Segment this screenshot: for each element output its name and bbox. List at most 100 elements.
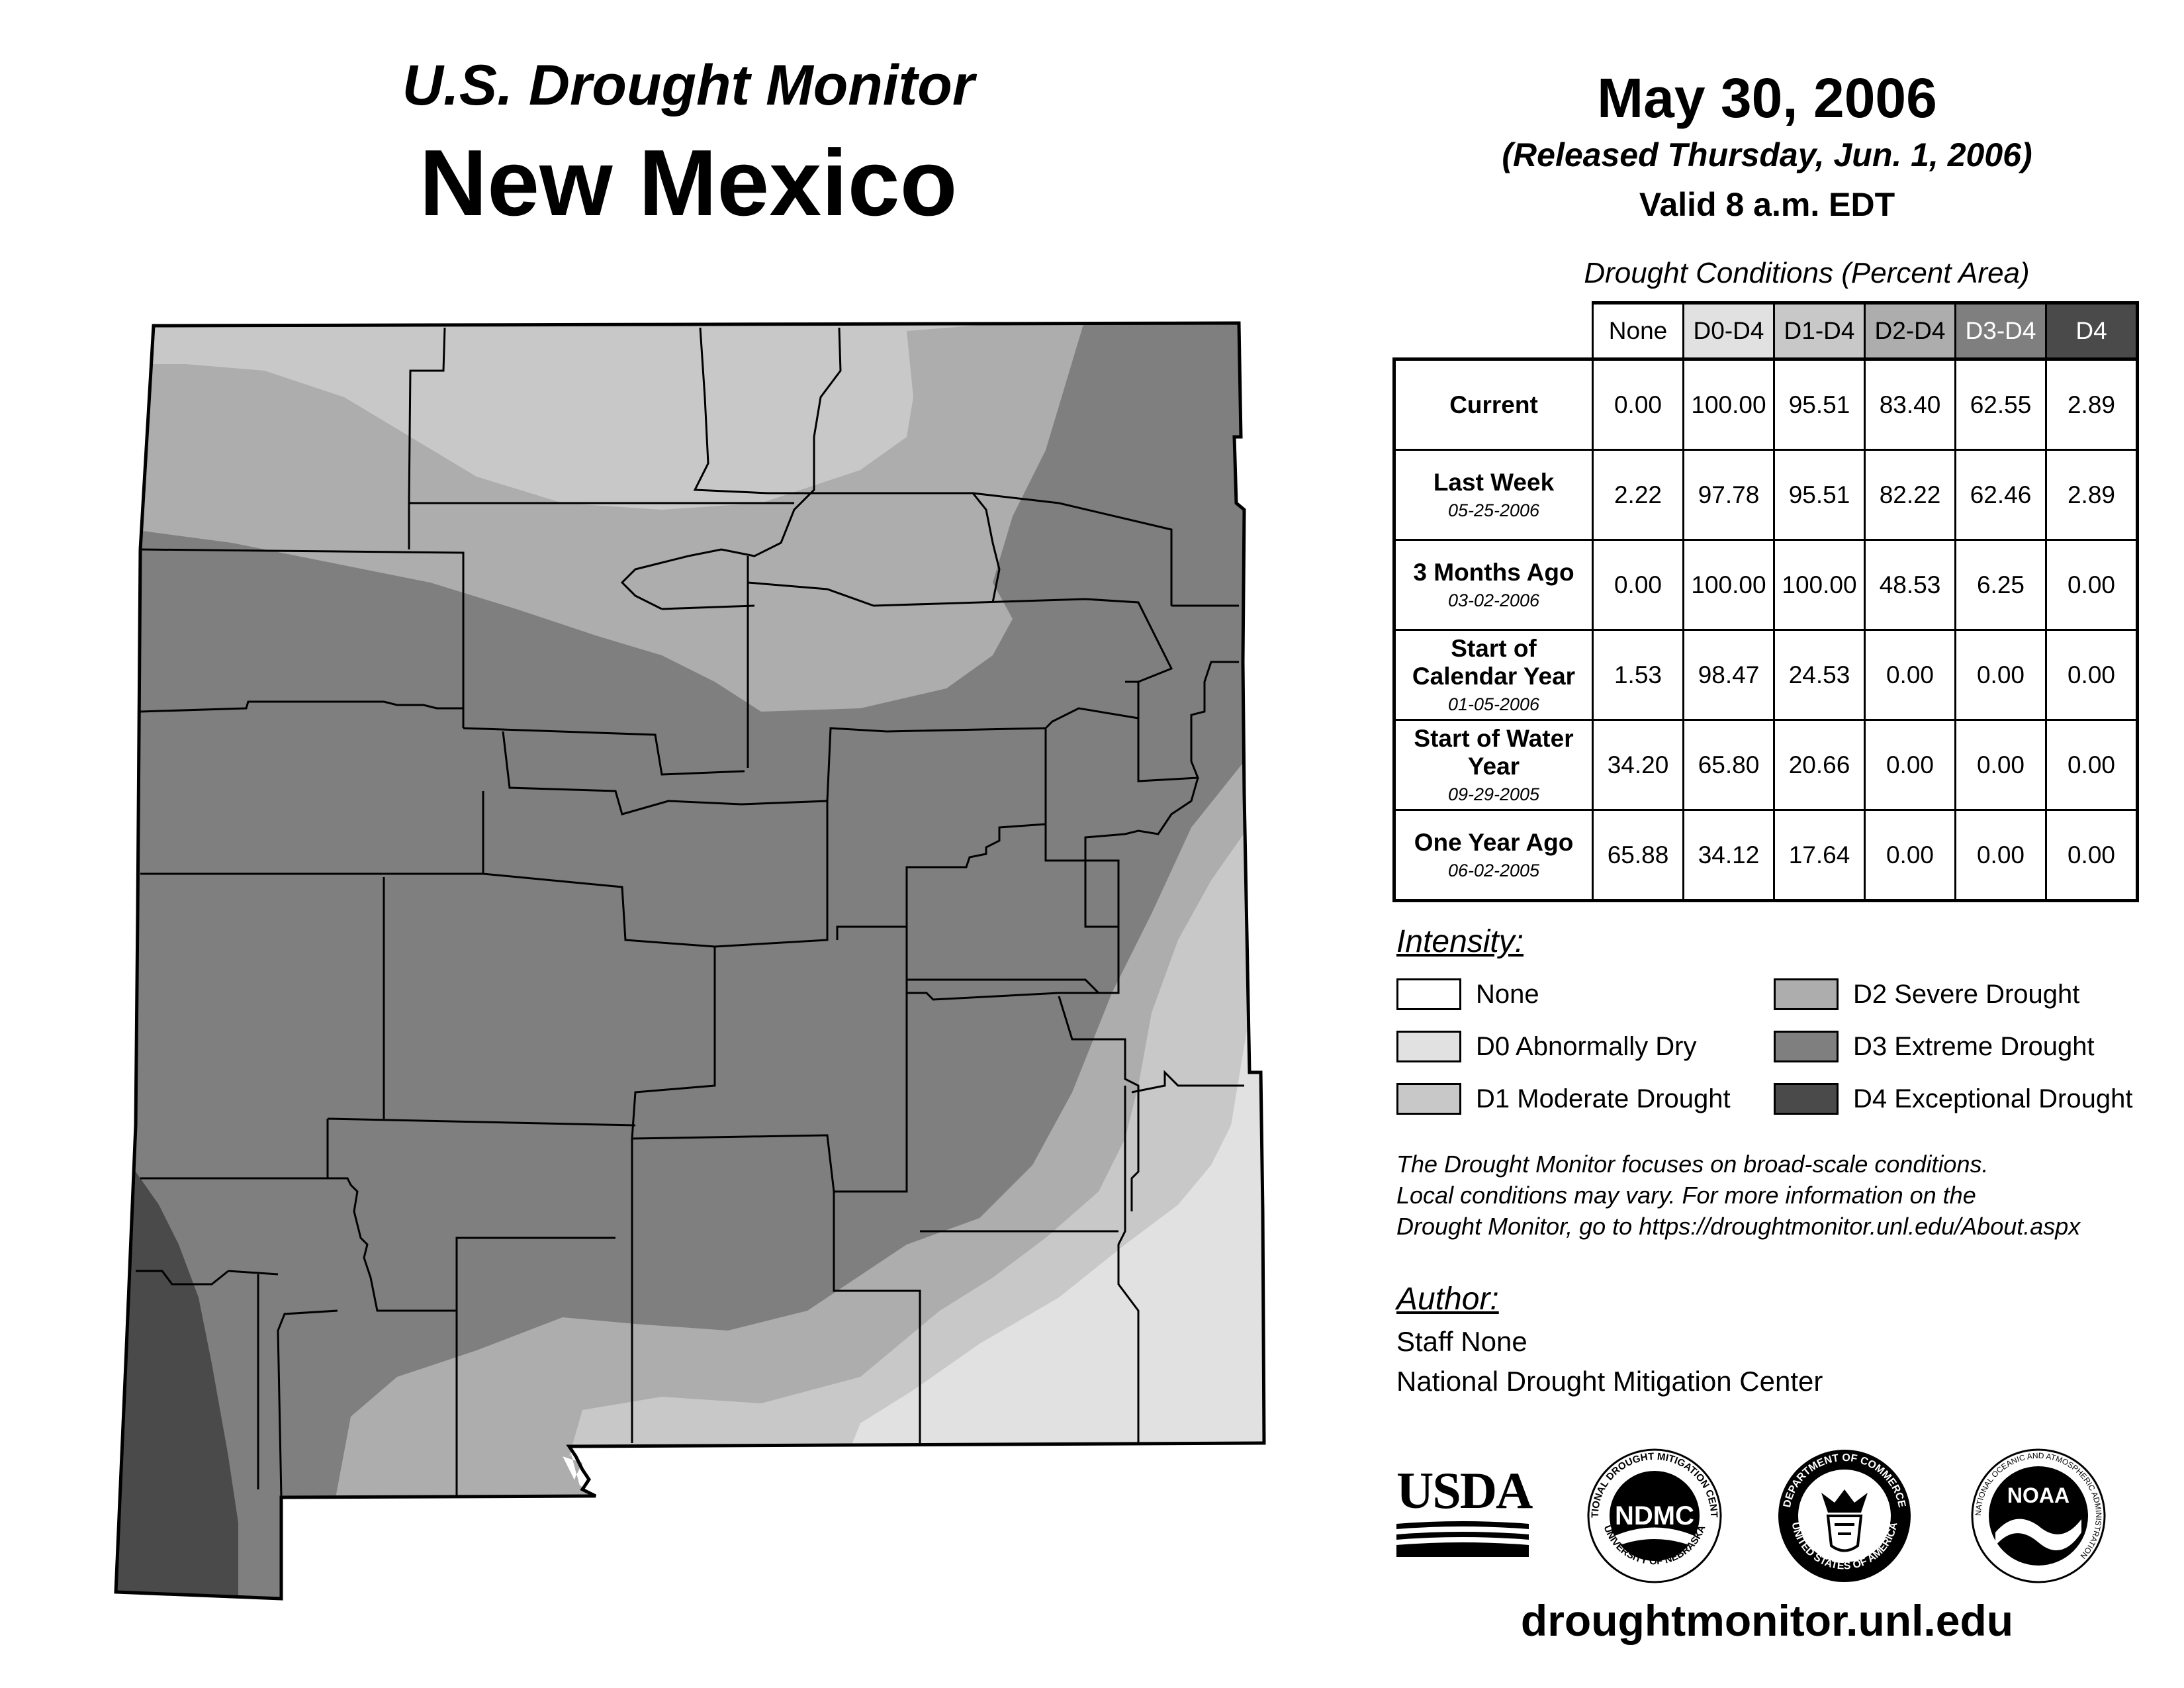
legend-item-none: None — [1396, 977, 1539, 1011]
table-cell: 0.00 — [1592, 539, 1684, 631]
map-date: May 30, 2006 — [1597, 67, 1937, 129]
shield-icon — [1826, 1515, 1863, 1552]
row-label-main: 3 Months Ago — [1413, 559, 1574, 586]
row-label-date: 05-25-2006 — [1447, 500, 1540, 520]
table-row: Last Week 05-25-2006 2.22 97.78 95.51 82.… — [1392, 449, 2139, 541]
table-cell: 62.55 — [1954, 357, 2047, 451]
table-cell: 0.00 — [1864, 719, 1956, 811]
legend-item-d2: D2 Severe Drought — [1774, 977, 2079, 1011]
row-label: 3 Months Ago 03-02-2006 — [1392, 539, 1594, 631]
table-cell: 83.40 — [1864, 357, 1956, 451]
row-label-date: 01-05-2006 — [1447, 694, 1540, 714]
ndmc-acronym: NDMC — [1615, 1501, 1694, 1530]
author-heading: Author: — [1396, 1282, 1499, 1317]
ndmc-seal-icon: NATIONAL DROUGHT MITIGATION CENTER UNIVE… — [1582, 1438, 1722, 1583]
usda-wordmark: USDA — [1396, 1462, 1533, 1519]
row-label-main: Last Week — [1433, 469, 1555, 496]
col-none: None — [1592, 301, 1684, 360]
table-cell: 0.00 — [1954, 629, 2047, 721]
intensity-heading: Intensity: — [1396, 924, 1524, 959]
table-cell: 97.78 — [1682, 449, 1775, 541]
table-cell: 0.00 — [1954, 719, 2047, 811]
row-label: Start of Water Year 09-29-2005 — [1392, 719, 1594, 811]
table-cell: 98.47 — [1682, 629, 1775, 721]
table-cell: 2.22 — [1592, 449, 1684, 541]
table-cell: 0.00 — [1592, 357, 1684, 451]
website-url[interactable]: droughtmonitor.unl.edu — [1520, 1596, 2014, 1645]
table-cell: 0.00 — [1864, 809, 1956, 902]
table-cell: 34.12 — [1682, 809, 1775, 902]
row-label: Last Week 05-25-2006 — [1392, 449, 1594, 541]
table-cell: 65.88 — [1592, 809, 1684, 902]
legend-swatch — [1774, 1083, 1839, 1115]
doc-seal-icon: DEPARTMENT OF COMMERCE UNITED STATES OF … — [1778, 1450, 1911, 1582]
table-cell: 17.64 — [1773, 809, 1866, 902]
table-cell: 62.46 — [1954, 449, 2047, 541]
legend-label: D3 Extreme Drought — [1853, 1031, 2095, 1061]
doc-logo: DEPARTMENT OF COMMERCE UNITED STATES OF … — [1775, 1446, 1914, 1585]
col-d3-d4: D3-D4 — [1954, 301, 2047, 360]
row-label: One Year Ago 06-02-2005 — [1392, 809, 1594, 902]
zone-d3-northeast — [821, 323, 1264, 1278]
zone-d1-north — [116, 323, 1264, 510]
row-label-main: Start of Calendar Year — [1412, 635, 1576, 690]
release-date: (Released Thursday, Jun. 1, 2006) — [1502, 136, 2032, 173]
table-cell: 65.80 — [1682, 719, 1775, 811]
noaa-bird-icon — [1995, 1519, 2081, 1550]
note-line: The Drought Monitor focuses on broad-sca… — [1396, 1150, 1989, 1178]
col-d2-d4: D2-D4 — [1864, 301, 1956, 360]
legend-label: D1 Moderate Drought — [1476, 1084, 1731, 1113]
zone-d4-southwest — [116, 1152, 238, 1599]
row-label-main: One Year Ago — [1414, 829, 1574, 856]
disclaimer-note: The Drought Monitor focuses on broad-sca… — [1396, 1149, 2177, 1242]
county-boundaries — [136, 327, 1244, 1498]
row-label-main: Start of Water Year — [1414, 725, 1574, 780]
drought-conditions-table: None D0-D4 D1-D4 D2-D4 D3-D4 D4 Current … — [1392, 301, 2139, 902]
noaa-logo: NATIONAL OCEANIC AND ATMOSPHERIC ADMINIS… — [1969, 1446, 2108, 1585]
valid-time: Valid 8 a.m. EDT — [1639, 186, 1895, 223]
table-row: Start of Calendar Year 01-05-2006 1.53 98… — [1392, 629, 2139, 721]
state-title: New Mexico — [419, 130, 958, 236]
legend-item-d3: D3 Extreme Drought — [1774, 1029, 2095, 1064]
row-label: Current — [1392, 357, 1594, 451]
drought-shading — [116, 323, 1264, 1599]
table-cell: 20.66 — [1773, 719, 1866, 811]
legend-swatch — [1396, 1083, 1461, 1115]
row-label-date: 03-02-2006 — [1447, 590, 1540, 610]
table-corner — [1394, 303, 1593, 361]
legend-item-d0: D0 Abnormally Dry — [1396, 1029, 1696, 1064]
legend-swatch — [1396, 978, 1461, 1010]
row-label: Start of Calendar Year 01-05-2006 — [1392, 629, 1594, 721]
table-cell: 24.53 — [1773, 629, 1866, 721]
note-line: Drought Monitor, go to https://droughtmo… — [1396, 1213, 2081, 1240]
table-row: 3 Months Ago 03-02-2006 0.00 100.00 100.0… — [1392, 539, 2139, 631]
table-cell: 100.00 — [1682, 539, 1775, 631]
ndmc-logo: NATIONAL DROUGHT MITIGATION CENTER UNIVE… — [1582, 1438, 1724, 1585]
col-d4: D4 — [2045, 301, 2139, 360]
legend-label: D2 Severe Drought — [1853, 979, 2080, 1009]
legend-label: D0 Abnormally Dry — [1476, 1031, 1697, 1061]
table-cell: 100.00 — [1773, 539, 1866, 631]
author-org: National Drought Mitigation Center — [1396, 1366, 1823, 1397]
legend-swatch — [1774, 978, 1839, 1010]
note-line: Local conditions may vary. For more info… — [1396, 1182, 1976, 1209]
table-cell: 0.00 — [2045, 539, 2139, 631]
legend-swatch — [1774, 1031, 1839, 1062]
legend-item-d1: D1 Moderate Drought — [1396, 1082, 1731, 1116]
table-row: Current 0.00 100.00 95.51 83.40 62.55 2.… — [1392, 357, 2139, 451]
zone-d0-southeast — [847, 927, 1264, 1456]
table-cell: 0.00 — [2045, 629, 2139, 721]
row-label-date: 06-02-2005 — [1447, 861, 1540, 880]
table-cell: 95.51 — [1773, 449, 1866, 541]
table-cell: 0.00 — [2045, 719, 2139, 811]
noaa-acronym: NOAA — [2007, 1483, 2070, 1507]
usda-fields-icon — [1396, 1521, 1529, 1557]
table-cell: 34.20 — [1592, 719, 1684, 811]
table-cell: 0.00 — [2045, 809, 2139, 902]
table-cell: 0.00 — [1864, 629, 1956, 721]
zone-d3-southwest — [228, 1456, 278, 1599]
table-cell: 2.89 — [2045, 357, 2139, 451]
legend-label: None — [1476, 979, 1539, 1009]
eagle-icon — [1821, 1489, 1868, 1513]
